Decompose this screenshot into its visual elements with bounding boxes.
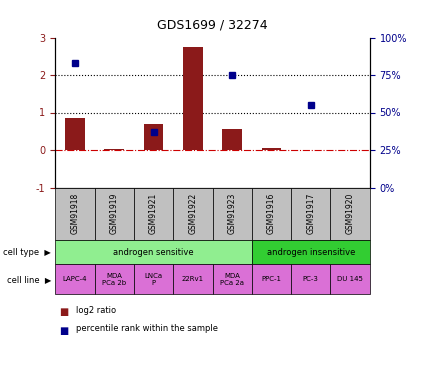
Bar [65,118,85,150]
Bar [183,47,203,150]
Text: GSM91923: GSM91923 [228,193,237,234]
Text: DU 145: DU 145 [337,276,363,282]
Text: GSM91918: GSM91918 [71,193,79,234]
Text: androgen sensitive: androgen sensitive [113,248,194,256]
Text: ■: ■ [60,326,69,336]
Bar [105,149,124,150]
Bar [262,148,281,150]
Text: androgen insensitive: androgen insensitive [266,248,355,256]
Text: GSM91921: GSM91921 [149,193,158,234]
Text: percentile rank within the sample: percentile rank within the sample [76,324,218,333]
Bar [222,129,242,150]
Text: MDA
PCa 2b: MDA PCa 2b [102,273,126,286]
Text: ■: ■ [60,308,69,318]
Text: LNCa
P: LNCa P [144,273,163,286]
Text: log2 ratio: log2 ratio [76,306,116,315]
Text: PPC-1: PPC-1 [261,276,281,282]
Text: GSM91922: GSM91922 [188,193,197,234]
Text: cell type  ▶: cell type ▶ [3,248,51,256]
Text: cell line  ▶: cell line ▶ [7,275,51,284]
Text: 22Rv1: 22Rv1 [182,276,204,282]
Text: GSM91917: GSM91917 [306,193,315,234]
Text: MDA
PCa 2a: MDA PCa 2a [220,273,244,286]
Text: GDS1699 / 32274: GDS1699 / 32274 [157,19,268,32]
Text: GSM91919: GSM91919 [110,193,119,234]
Text: PC-3: PC-3 [303,276,319,282]
Text: LAPC-4: LAPC-4 [62,276,87,282]
Text: GSM91920: GSM91920 [346,193,354,234]
Bar [144,124,163,150]
Text: GSM91916: GSM91916 [267,193,276,234]
